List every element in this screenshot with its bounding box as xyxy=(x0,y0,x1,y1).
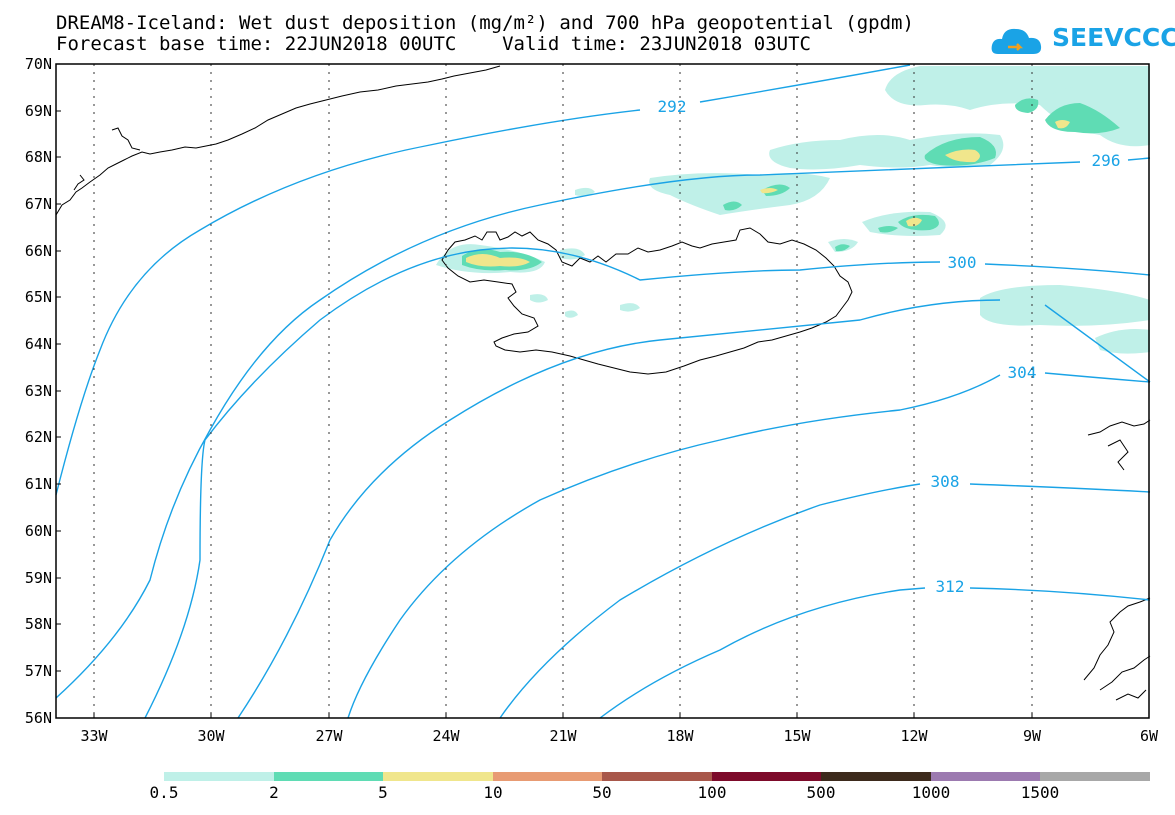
lat-label: 70N xyxy=(25,55,52,73)
colorbar-label: 1000 xyxy=(911,783,951,802)
colorbar-segment xyxy=(274,772,383,781)
colorbar-label: 1500 xyxy=(1020,783,1060,802)
colorbar-segment xyxy=(712,772,821,781)
map-title: DREAM8-Iceland: Wet dust deposition (mg/… xyxy=(56,12,914,34)
lat-label: 61N xyxy=(25,475,52,493)
axis-ticks xyxy=(56,63,1033,719)
latitude-labels: 70N 69N 68N 67N 66N 65N 64N 63N 62N 61N … xyxy=(25,55,52,727)
geopotential-contours xyxy=(55,64,1151,719)
colorbar-segment xyxy=(493,772,602,781)
longitude-labels: 33W 30W 27W 24W 21W 18W 15W 12W 9W 6W xyxy=(80,727,1159,745)
lat-label: 69N xyxy=(25,102,52,120)
lon-label: 24W xyxy=(432,727,460,745)
lat-label: 60N xyxy=(25,522,52,540)
lon-label: 30W xyxy=(197,727,225,745)
lat-label: 56N xyxy=(25,709,52,727)
contour-label-308: 308 xyxy=(931,472,960,491)
lon-label: 18W xyxy=(666,727,694,745)
contour-label-292: 292 xyxy=(658,97,687,116)
colorbar-segment xyxy=(821,772,931,781)
contour-label-304: 304 xyxy=(1008,363,1037,382)
lat-label: 64N xyxy=(25,335,52,353)
colorbar-label: 5 xyxy=(378,783,388,802)
lon-label: 9W xyxy=(1023,727,1042,745)
colorbar-segment xyxy=(1040,772,1150,781)
colorbar-label: 100 xyxy=(697,783,727,802)
lat-label: 62N xyxy=(25,428,52,446)
colorbar-segment xyxy=(164,772,274,781)
colorbar-segment xyxy=(931,772,1040,781)
lat-label: 65N xyxy=(25,288,52,306)
logo-text: SEEVCCC xyxy=(1052,23,1175,52)
contour-label-296: 296 xyxy=(1092,151,1121,170)
colorbar-label: 10 xyxy=(483,783,503,802)
lat-label: 57N xyxy=(25,662,52,680)
lat-label: 66N xyxy=(25,242,52,260)
colorbar-label: 50 xyxy=(592,783,612,802)
coastline xyxy=(55,65,1151,701)
contour-label-300: 300 xyxy=(948,253,977,272)
contour-label-312: 312 xyxy=(936,577,965,596)
lon-label: 21W xyxy=(549,727,577,745)
lat-label: 63N xyxy=(25,382,52,400)
lat-label: 58N xyxy=(25,615,52,633)
map-subtitle: Forecast base time: 22JUN2018 00UTC Vali… xyxy=(56,33,811,55)
contour-labels: 292 296 300 304 308 312 xyxy=(658,97,1121,596)
dust-deposition-shading xyxy=(436,66,1150,354)
map-grid xyxy=(93,64,1033,718)
lat-label: 59N xyxy=(25,569,52,587)
lon-label: 15W xyxy=(783,727,811,745)
colorbar-segment xyxy=(602,772,712,781)
lat-label: 67N xyxy=(25,195,52,213)
lon-label: 33W xyxy=(80,727,108,745)
colorbar-label: 500 xyxy=(806,783,836,802)
lon-label: 27W xyxy=(315,727,343,745)
colorbar xyxy=(164,772,1150,781)
lat-label: 68N xyxy=(25,148,52,166)
colorbar-label: 0.5 xyxy=(149,783,179,802)
colorbar-label: 2 xyxy=(269,783,279,802)
cloud-logo-icon xyxy=(991,28,1042,54)
colorbar-segment xyxy=(383,772,493,781)
lon-label: 6W xyxy=(1140,727,1159,745)
lon-label: 12W xyxy=(900,727,928,745)
